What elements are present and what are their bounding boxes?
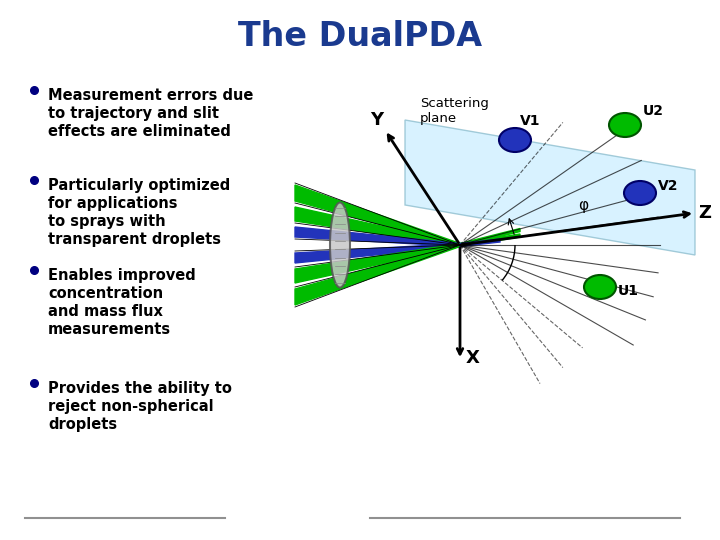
Text: V2: V2	[658, 179, 678, 193]
Polygon shape	[460, 228, 520, 246]
Polygon shape	[295, 244, 460, 283]
Text: Scattering
plane: Scattering plane	[420, 97, 489, 125]
Polygon shape	[295, 207, 460, 246]
Polygon shape	[460, 234, 520, 246]
Text: The DualPDA: The DualPDA	[238, 20, 482, 53]
Text: U2: U2	[643, 104, 664, 118]
Ellipse shape	[609, 113, 641, 137]
Ellipse shape	[499, 128, 531, 152]
Polygon shape	[295, 227, 460, 246]
Text: Z: Z	[698, 204, 711, 222]
Polygon shape	[460, 239, 500, 246]
Ellipse shape	[330, 202, 350, 287]
Text: Provides the ability to
reject non-spherical
droplets: Provides the ability to reject non-spher…	[48, 381, 232, 432]
Text: Particularly optimized
for applications
to sprays with
transparent droplets: Particularly optimized for applications …	[48, 178, 230, 247]
Polygon shape	[295, 244, 460, 263]
Text: φ: φ	[578, 198, 588, 213]
Text: Enables improved
concentration
and mass flux
measurements: Enables improved concentration and mass …	[48, 268, 196, 337]
Text: U1: U1	[618, 284, 639, 298]
Text: X: X	[466, 349, 480, 367]
Ellipse shape	[624, 181, 656, 205]
Ellipse shape	[584, 275, 616, 299]
Text: V1: V1	[520, 114, 541, 128]
Polygon shape	[405, 120, 695, 255]
Polygon shape	[295, 185, 460, 246]
Polygon shape	[295, 244, 460, 305]
Text: Y: Y	[370, 111, 383, 129]
Text: Measurement errors due
to trajectory and slit
effects are eliminated: Measurement errors due to trajectory and…	[48, 88, 253, 139]
